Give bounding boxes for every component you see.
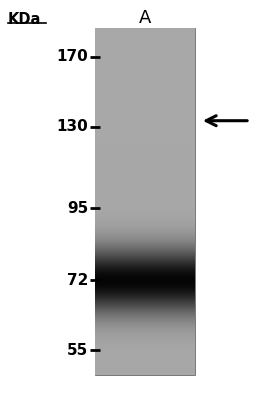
- Text: A: A: [139, 9, 151, 27]
- Text: 130: 130: [56, 119, 88, 134]
- Text: KDa: KDa: [8, 12, 41, 27]
- Text: 72: 72: [67, 273, 88, 288]
- Text: 95: 95: [67, 201, 88, 216]
- Bar: [95, 28, 195, 375]
- Text: 55: 55: [67, 343, 88, 358]
- Text: 170: 170: [56, 50, 88, 64]
